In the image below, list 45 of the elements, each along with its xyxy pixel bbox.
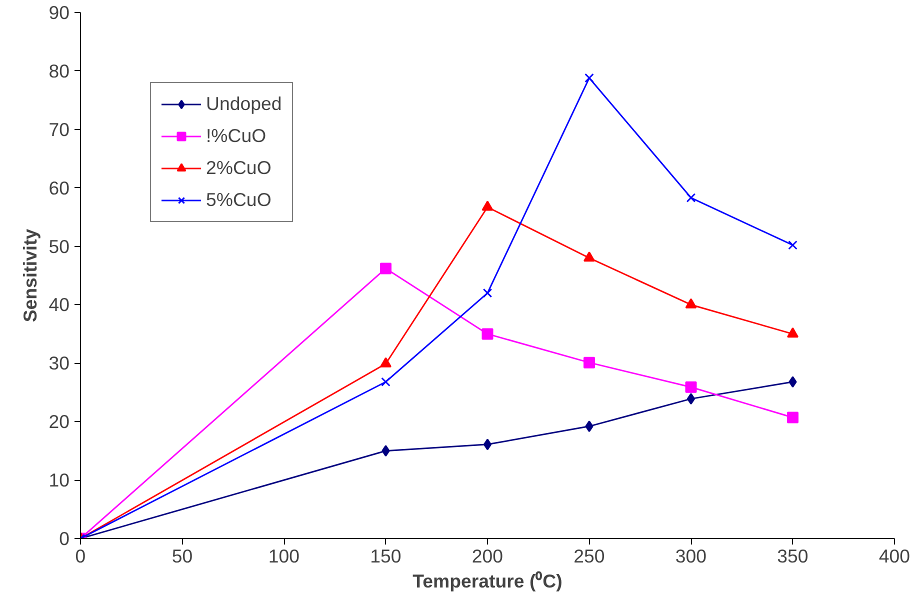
y-tick-label: 60	[48, 177, 70, 198]
x-tick-label: 250	[574, 546, 605, 566]
point	[686, 393, 696, 405]
point	[686, 193, 696, 202]
y-tick-label: 50	[48, 236, 70, 257]
x-tick-label: 400	[878, 546, 910, 566]
legend-label: 5%CuO	[206, 189, 272, 211]
x-tick-label: 100	[268, 546, 300, 566]
point	[380, 357, 392, 368]
x-tick-label: 0	[75, 546, 86, 566]
point	[585, 420, 594, 432]
y-tick-label: 20	[48, 411, 70, 432]
x-tick-label: 50	[172, 546, 193, 566]
y-axis-title: Sensitivity	[20, 228, 41, 322]
point	[482, 288, 492, 298]
point	[482, 200, 494, 211]
x-tick-label: 150	[370, 546, 402, 566]
point	[584, 73, 594, 83]
x-tick-label: 350	[777, 546, 808, 566]
y-tick-label: 80	[48, 60, 70, 82]
point	[685, 298, 697, 308]
y-tick-label: 40	[48, 294, 70, 316]
point	[787, 327, 798, 338]
y-tick-label: 0	[59, 528, 70, 549]
y-tick-label: 10	[48, 470, 70, 491]
point	[685, 381, 697, 393]
point	[788, 376, 797, 388]
point	[381, 377, 390, 387]
point	[787, 412, 798, 424]
x-axis-title: Temperature (⁰C)	[412, 570, 562, 592]
point	[482, 328, 494, 340]
x-tick-label: 300	[675, 546, 707, 566]
y-tick-label: 30	[48, 352, 70, 374]
y-tick-label: 90	[48, 2, 70, 23]
point	[382, 445, 390, 457]
y-tick-label: 70	[48, 118, 70, 140]
point	[584, 356, 595, 368]
legend-label: !%CuO	[206, 125, 266, 147]
point	[788, 240, 798, 250]
point	[380, 262, 392, 274]
x-tick-label: 200	[472, 546, 504, 566]
legend-label: 2%CuO	[206, 157, 272, 179]
legend-label: Undoped	[206, 93, 282, 115]
point	[483, 438, 492, 450]
point	[584, 251, 595, 262]
